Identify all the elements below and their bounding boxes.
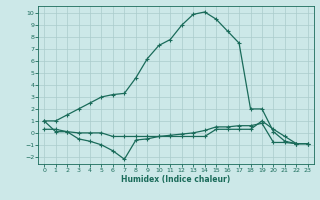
X-axis label: Humidex (Indice chaleur): Humidex (Indice chaleur): [121, 175, 231, 184]
